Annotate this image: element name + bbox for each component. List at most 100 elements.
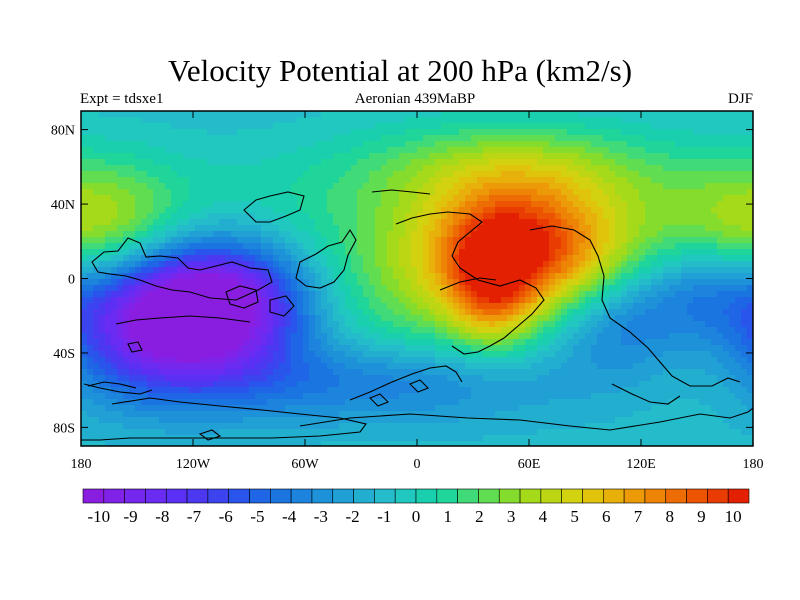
field-cell xyxy=(669,123,676,130)
field-cell xyxy=(381,159,388,166)
field-cell xyxy=(525,231,532,238)
field-cell xyxy=(555,147,562,154)
field-cell xyxy=(723,135,730,142)
field-cell xyxy=(705,345,712,352)
field-cell xyxy=(585,351,592,358)
field-cell xyxy=(207,159,214,166)
field-cell xyxy=(255,189,262,196)
field-cell xyxy=(99,177,106,184)
field-cell xyxy=(339,321,346,328)
field-cell xyxy=(99,165,106,172)
field-cell xyxy=(345,147,352,154)
field-cell xyxy=(309,279,316,286)
field-cell xyxy=(687,255,694,262)
field-cell xyxy=(165,135,172,142)
field-cell xyxy=(375,153,382,160)
field-cell xyxy=(189,375,196,382)
field-cell xyxy=(153,231,160,238)
field-cell xyxy=(285,279,292,286)
field-cell xyxy=(339,177,346,184)
field-cell xyxy=(99,273,106,280)
field-cell xyxy=(345,345,352,352)
field-cell xyxy=(609,321,616,328)
field-cell xyxy=(729,339,736,346)
field-cell xyxy=(231,159,238,166)
field-cell xyxy=(453,375,460,382)
field-cell xyxy=(639,225,646,232)
field-cell xyxy=(621,183,628,190)
field-cell xyxy=(573,303,580,310)
field-cell xyxy=(327,309,334,316)
field-cell xyxy=(735,285,742,292)
field-cell xyxy=(711,345,718,352)
field-cell xyxy=(93,327,100,334)
field-cell xyxy=(261,141,268,148)
field-cell xyxy=(447,189,454,196)
field-cell xyxy=(711,129,718,136)
field-cell xyxy=(249,315,256,322)
field-cell xyxy=(621,129,628,136)
field-cell xyxy=(549,171,556,178)
field-cell xyxy=(327,339,334,346)
field-cell xyxy=(147,111,154,118)
field-cell xyxy=(99,141,106,148)
field-cell xyxy=(363,285,370,292)
field-cell xyxy=(471,183,478,190)
field-cell xyxy=(351,117,358,124)
field-cell xyxy=(159,321,166,328)
field-cell xyxy=(621,345,628,352)
field-cell xyxy=(645,285,652,292)
field-cell xyxy=(267,315,274,322)
field-cell xyxy=(249,135,256,142)
field-cell xyxy=(561,309,568,316)
field-cell xyxy=(651,279,658,286)
field-cell xyxy=(189,363,196,370)
field-cell xyxy=(657,195,664,202)
field-cell xyxy=(129,279,136,286)
field-cell xyxy=(747,117,753,124)
field-cell xyxy=(285,315,292,322)
field-cell xyxy=(609,159,616,166)
field-cell xyxy=(693,351,700,358)
field-cell xyxy=(537,357,544,364)
field-cell xyxy=(405,171,412,178)
field-cell xyxy=(399,165,406,172)
field-cell xyxy=(669,165,676,172)
field-cell xyxy=(219,339,226,346)
field-cell xyxy=(591,237,598,244)
field-cell xyxy=(105,291,112,298)
field-cell xyxy=(99,357,106,364)
field-cell xyxy=(87,243,94,250)
field-cell xyxy=(675,297,682,304)
field-cell xyxy=(381,183,388,190)
field-cell xyxy=(621,339,628,346)
field-cell xyxy=(627,111,634,118)
field-cell xyxy=(429,189,436,196)
field-cell xyxy=(549,363,556,370)
field-cell xyxy=(561,237,568,244)
field-cell xyxy=(483,339,490,346)
field-cell xyxy=(447,123,454,130)
field-cell xyxy=(663,339,670,346)
field-cell xyxy=(177,141,184,148)
field-cell xyxy=(261,111,268,118)
field-cell xyxy=(147,123,154,130)
field-cell xyxy=(441,249,448,256)
field-cell xyxy=(543,123,550,130)
field-cell xyxy=(111,339,118,346)
field-cell xyxy=(447,339,454,346)
field-cell xyxy=(381,291,388,298)
field-cell xyxy=(279,309,286,316)
field-cell xyxy=(621,333,628,340)
field-cell xyxy=(525,213,532,220)
field-cell xyxy=(219,303,226,310)
field-cell xyxy=(693,243,700,250)
field-cell xyxy=(225,237,232,244)
field-cell xyxy=(417,255,424,262)
field-cell xyxy=(573,231,580,238)
field-cell xyxy=(339,285,346,292)
field-cell xyxy=(495,255,502,262)
field-cell xyxy=(429,333,436,340)
field-cell xyxy=(381,339,388,346)
field-cell xyxy=(507,201,514,208)
